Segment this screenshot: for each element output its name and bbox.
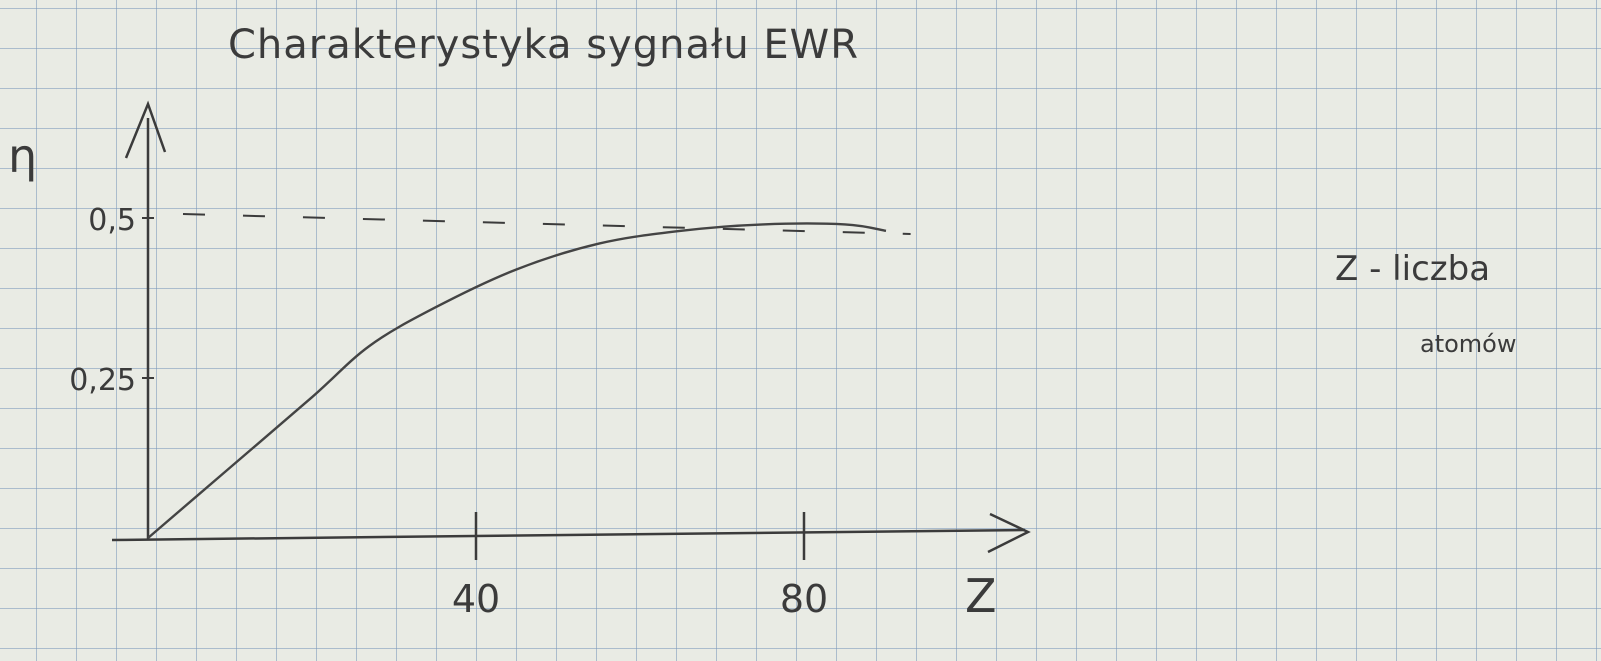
x-axis	[111, 528, 1026, 542]
y-tick-label: 0,5	[88, 203, 136, 238]
y-axis-label: η	[8, 129, 37, 183]
x-axis-label: Z	[965, 569, 997, 623]
note-z-definition-cont: atomów	[1420, 330, 1517, 358]
y-axis-arrow	[124, 100, 167, 159]
asymptote-line	[182, 213, 911, 235]
y-tick-label: 0,25	[69, 363, 136, 398]
series-line	[147, 222, 887, 539]
chart-title: Charakterystyka sygnału EWR	[228, 22, 859, 68]
x-tick-label: 40	[452, 577, 500, 621]
x-tick-label: 80	[780, 577, 828, 621]
note-z-definition: Z - liczba	[1335, 249, 1490, 289]
x-axis-arrow	[987, 512, 1031, 554]
